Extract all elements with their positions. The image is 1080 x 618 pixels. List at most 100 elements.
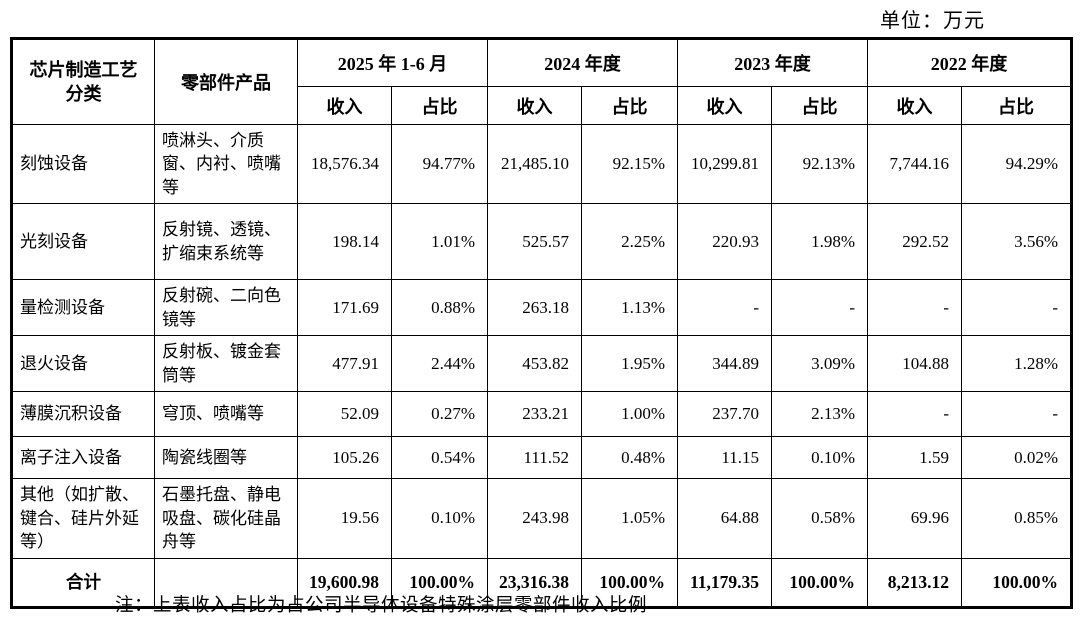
share-cell: 0.48%: [581, 436, 678, 480]
revenue-cell: -: [867, 279, 962, 337]
share-cell: 1.98%: [771, 203, 868, 281]
category-cell: 量检测设备: [11, 279, 155, 337]
share-cell: 1.95%: [581, 335, 678, 393]
revenue-cell: -: [677, 279, 772, 337]
share-cell: 2.25%: [581, 203, 678, 281]
share-cell: 92.15%: [581, 123, 678, 205]
share-cell: 94.29%: [961, 123, 1072, 205]
table-row-annealing: 退火设备 反射板、镀金套筒等 477.91 2.44% 453.82 1.95%…: [11, 335, 1072, 393]
header-share-2024: 占比: [581, 86, 678, 125]
share-cell: 3.09%: [771, 335, 868, 393]
revenue-cell: 104.88: [867, 335, 962, 393]
share-cell: 0.54%: [391, 436, 488, 480]
header-period-2024: 2024 年度: [487, 38, 678, 87]
revenue-cell: 105.26: [297, 436, 392, 480]
products-cell: 陶瓷线圈等: [154, 436, 298, 480]
revenue-cell: 198.14: [297, 203, 392, 281]
revenue-cell: 18,576.34: [297, 123, 392, 205]
category-cell: 离子注入设备: [11, 436, 155, 480]
revenue-cell: 7,744.16: [867, 123, 962, 205]
header-share-2022: 占比: [961, 86, 1072, 125]
revenue-cell: 10,299.81: [677, 123, 772, 205]
share-cell: 0.58%: [771, 478, 868, 559]
header-revenue-2024: 收入: [487, 86, 582, 125]
header-period-2025h1: 2025 年 1-6 月: [297, 38, 488, 87]
revenue-cell: 11.15: [677, 436, 772, 480]
products-cell: 反射板、镀金套筒等: [154, 335, 298, 393]
table-row-total: 合计 19,600.98 100.00% 23,316.38 100.00% 1…: [11, 557, 1072, 608]
revenue-cell: 477.91: [297, 335, 392, 393]
share-cell: -: [771, 279, 868, 337]
total-revenue-cell: 8,213.12: [867, 557, 962, 608]
revenue-cell: 52.09: [297, 391, 392, 438]
share-cell: 0.85%: [961, 478, 1072, 559]
header-revenue-2022: 收入: [867, 86, 962, 125]
share-cell: 3.56%: [961, 203, 1072, 281]
revenue-cell: 111.52: [487, 436, 582, 480]
share-cell: -: [961, 279, 1072, 337]
share-cell: 1.01%: [391, 203, 488, 281]
footnote: 注：上表收入占比为占公司半导体设备特殊涂层零部件收入比例: [115, 596, 648, 616]
products-cell: 喷淋头、介质窗、内衬、喷嘴等: [154, 123, 298, 205]
category-cell: 薄膜沉积设备: [11, 391, 155, 438]
revenue-cell: 220.93: [677, 203, 772, 281]
total-revenue-cell: 19,600.98: [297, 557, 392, 608]
revenue-cell: 1.59: [867, 436, 962, 480]
category-cell: 光刻设备: [11, 203, 155, 281]
header-share-2023: 占比: [771, 86, 868, 125]
revenue-cell: 525.57: [487, 203, 582, 281]
share-cell: 94.77%: [391, 123, 488, 205]
revenue-cell: 237.70: [677, 391, 772, 438]
revenue-cell: 243.98: [487, 478, 582, 559]
revenue-cell: 19.56: [297, 478, 392, 559]
revenue-cell: 292.52: [867, 203, 962, 281]
category-cell: 退火设备: [11, 335, 155, 393]
header-period-2023: 2023 年度: [677, 38, 868, 87]
revenue-cell: 171.69: [297, 279, 392, 337]
share-cell: 1.28%: [961, 335, 1072, 393]
share-cell: 0.27%: [391, 391, 488, 438]
share-cell: 2.13%: [771, 391, 868, 438]
total-share-cell: 100.00%: [771, 557, 868, 608]
share-cell: 2.44%: [391, 335, 488, 393]
table-row-metrology: 量检测设备 反射碗、二向色镜等 171.69 0.88% 263.18 1.13…: [11, 279, 1072, 337]
total-products-empty: [154, 557, 298, 608]
table-row-thin-film: 薄膜沉积设备 穹顶、喷嘴等 52.09 0.27% 233.21 1.00% 2…: [11, 391, 1072, 438]
total-revenue-cell: 23,316.38: [487, 557, 582, 608]
revenue-cell: 453.82: [487, 335, 582, 393]
header-row-sub: 收入 占比 收入 占比 收入 占比 收入 占比: [12, 86, 1072, 125]
share-cell: 0.02%: [961, 436, 1072, 480]
category-cell: 刻蚀设备: [11, 123, 155, 205]
products-cell: 石墨托盘、静电吸盘、碳化硅晶舟等: [154, 478, 298, 559]
table-row-other: 其他（如扩散、键合、硅片外延等） 石墨托盘、静电吸盘、碳化硅晶舟等 19.56 …: [11, 478, 1072, 559]
revenue-cell: 344.89: [677, 335, 772, 393]
total-share-cell: 100.00%: [961, 557, 1072, 608]
total-revenue-cell: 11,179.35: [677, 557, 772, 608]
products-cell: 反射碗、二向色镜等: [154, 279, 298, 337]
share-cell: -: [961, 391, 1072, 438]
share-cell: 0.10%: [771, 436, 868, 480]
header-period-2022: 2022 年度: [867, 38, 1072, 87]
table-row-ion-implant: 离子注入设备 陶瓷线圈等 105.26 0.54% 111.52 0.48% 1…: [11, 436, 1072, 480]
total-share-cell: 100.00%: [391, 557, 488, 608]
revenue-table: 芯片制造工艺 分类 零部件产品 2025 年 1-6 月 2024 年度 202…: [10, 37, 1073, 609]
products-cell: 穹顶、喷嘴等: [154, 391, 298, 438]
table-row-etching: 刻蚀设备 喷淋头、介质窗、内衬、喷嘴等 18,576.34 94.77% 21,…: [11, 123, 1072, 205]
header-revenue-2023: 收入: [677, 86, 772, 125]
unit-label: 单位：万元: [880, 10, 985, 32]
share-cell: 1.00%: [581, 391, 678, 438]
total-label: 合计: [11, 557, 155, 608]
revenue-cell: 69.96: [867, 478, 962, 559]
revenue-cell: 263.18: [487, 279, 582, 337]
header-row-periods: 芯片制造工艺 分类 零部件产品 2025 年 1-6 月 2024 年度 202…: [11, 38, 1072, 125]
revenue-cell: -: [867, 391, 962, 438]
revenue-cell: 64.88: [677, 478, 772, 559]
share-cell: 0.88%: [391, 279, 488, 337]
header-category: 芯片制造工艺 分类: [11, 38, 155, 125]
share-cell: 1.05%: [581, 478, 678, 559]
header-products: 零部件产品: [154, 38, 298, 125]
share-cell: 92.13%: [771, 123, 868, 205]
category-cell: 其他（如扩散、键合、硅片外延等）: [11, 478, 155, 559]
revenue-cell: 21,485.10: [487, 123, 582, 205]
header-share-2025h1: 占比: [391, 86, 488, 125]
